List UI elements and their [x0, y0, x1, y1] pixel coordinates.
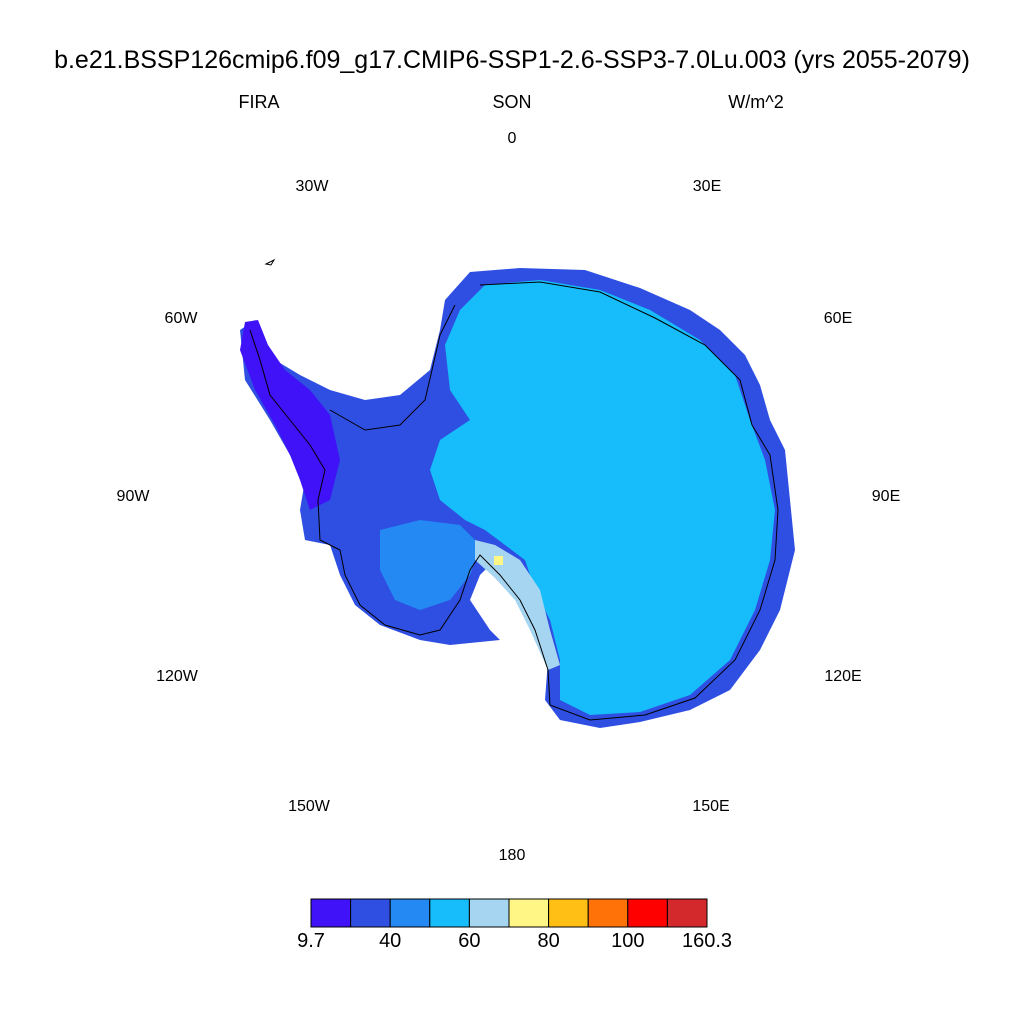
units-label: W/m^2 — [728, 92, 784, 112]
colorbar-swatch-6 — [548, 898, 589, 928]
season-label: SON — [492, 92, 532, 112]
lon-label-30e: 30E — [692, 178, 722, 195]
colorbar-swatch-8 — [627, 898, 668, 928]
lon-label-30w: 30W — [295, 178, 329, 195]
lon-label-90e: 90E — [871, 488, 901, 505]
colorbar-swatch-3 — [429, 898, 470, 928]
lon-label-0: 0 — [507, 130, 517, 147]
colorbar-tick-label-0: 9.7 — [297, 930, 325, 952]
lon-label-120w: 120W — [156, 668, 198, 685]
warm-cell — [494, 556, 503, 565]
colorbar-tick-label-5: 160.3 — [681, 930, 733, 952]
colorbar-swatch-7 — [587, 898, 629, 928]
colorbar-swatch-2 — [389, 898, 431, 928]
variable-label: FIRA — [238, 92, 280, 112]
lon-label-150e: 150E — [692, 798, 730, 815]
colorbar-swatch-9 — [666, 898, 708, 928]
lon-label-120e: 120E — [824, 668, 862, 685]
colorbar-tick-label-4: 100 — [611, 930, 645, 952]
colorbar-tick-label-3: 80 — [537, 930, 560, 952]
west-antarctica-region — [380, 520, 480, 610]
coastline — [249, 281, 779, 721]
lon-label-60e: 60E — [823, 310, 853, 327]
map-title: b.e21.BSSP126cmip6.f09_g17.CMIP6-SSP1-2.… — [54, 46, 970, 74]
colorbar-swatch-0 — [310, 898, 352, 928]
island-outline — [264, 258, 276, 266]
colorbar-swatch-4 — [468, 898, 510, 928]
lon-label-60w: 60W — [164, 310, 198, 327]
east-antarctica-plateau — [430, 280, 775, 715]
colorbar-swatch-1 — [350, 898, 391, 928]
colorbar-tick-label-1: 40 — [379, 930, 402, 952]
lon-label-180: 180 — [498, 847, 526, 864]
colorbar-swatch-5 — [508, 898, 550, 928]
colorbar-tick-label-2: 60 — [458, 930, 481, 952]
peninsula-region — [240, 320, 340, 510]
lon-label-150w: 150W — [288, 798, 330, 815]
lon-label-90w: 90W — [116, 488, 150, 505]
ross-ice-shelf — [475, 540, 560, 670]
